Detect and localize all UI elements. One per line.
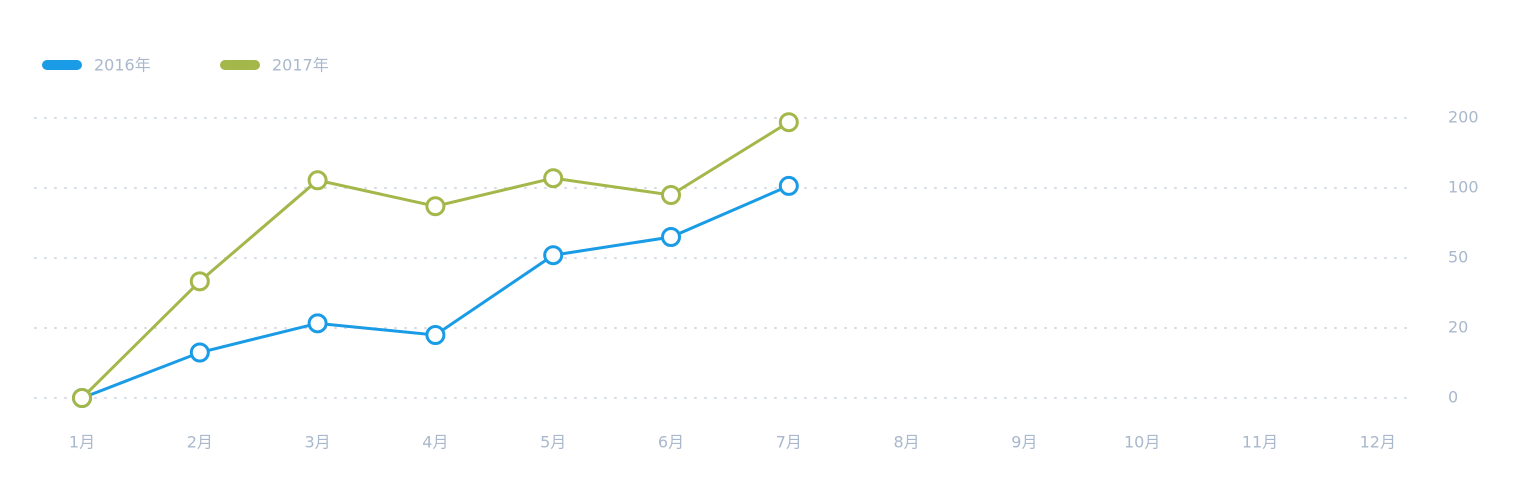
y-tick-label: 100 — [1448, 178, 1479, 197]
x-tick-label: 10月 — [1124, 433, 1160, 452]
legend-marker — [220, 60, 260, 70]
data-point — [425, 196, 446, 217]
x-tick-label: 6月 — [658, 433, 684, 452]
x-tick-label: 3月 — [305, 433, 331, 452]
data-point — [425, 325, 446, 345]
data-point — [543, 245, 564, 266]
y-tick-label: 0 — [1448, 388, 1458, 407]
legend-label: 2017年 — [272, 56, 329, 75]
data-point — [307, 170, 328, 191]
x-tick-label: 7月 — [776, 433, 802, 452]
data-point — [661, 227, 681, 247]
x-tick-label: 2月 — [187, 433, 213, 452]
data-point — [661, 185, 681, 205]
legend-marker — [42, 60, 82, 70]
data-point — [189, 271, 210, 292]
y-tick-label: 20 — [1448, 318, 1468, 337]
legend-label: 2016年 — [94, 56, 151, 75]
x-tick-label: 4月 — [422, 433, 448, 452]
y-tick-label: 200 — [1448, 108, 1479, 127]
data-point — [778, 175, 799, 196]
x-tick-label: 11月 — [1242, 433, 1278, 452]
y-tick-label: 50 — [1448, 248, 1468, 267]
x-tick-label: 1月 — [69, 433, 95, 452]
data-point — [307, 313, 328, 334]
x-tick-label: 12月 — [1360, 433, 1396, 452]
x-tick-label: 5月 — [540, 433, 566, 452]
data-point — [778, 112, 799, 133]
data-point — [189, 342, 210, 363]
data-point — [543, 168, 564, 189]
x-tick-label: 9月 — [1011, 433, 1037, 452]
data-point — [72, 388, 92, 408]
x-tick-label: 8月 — [894, 433, 920, 452]
